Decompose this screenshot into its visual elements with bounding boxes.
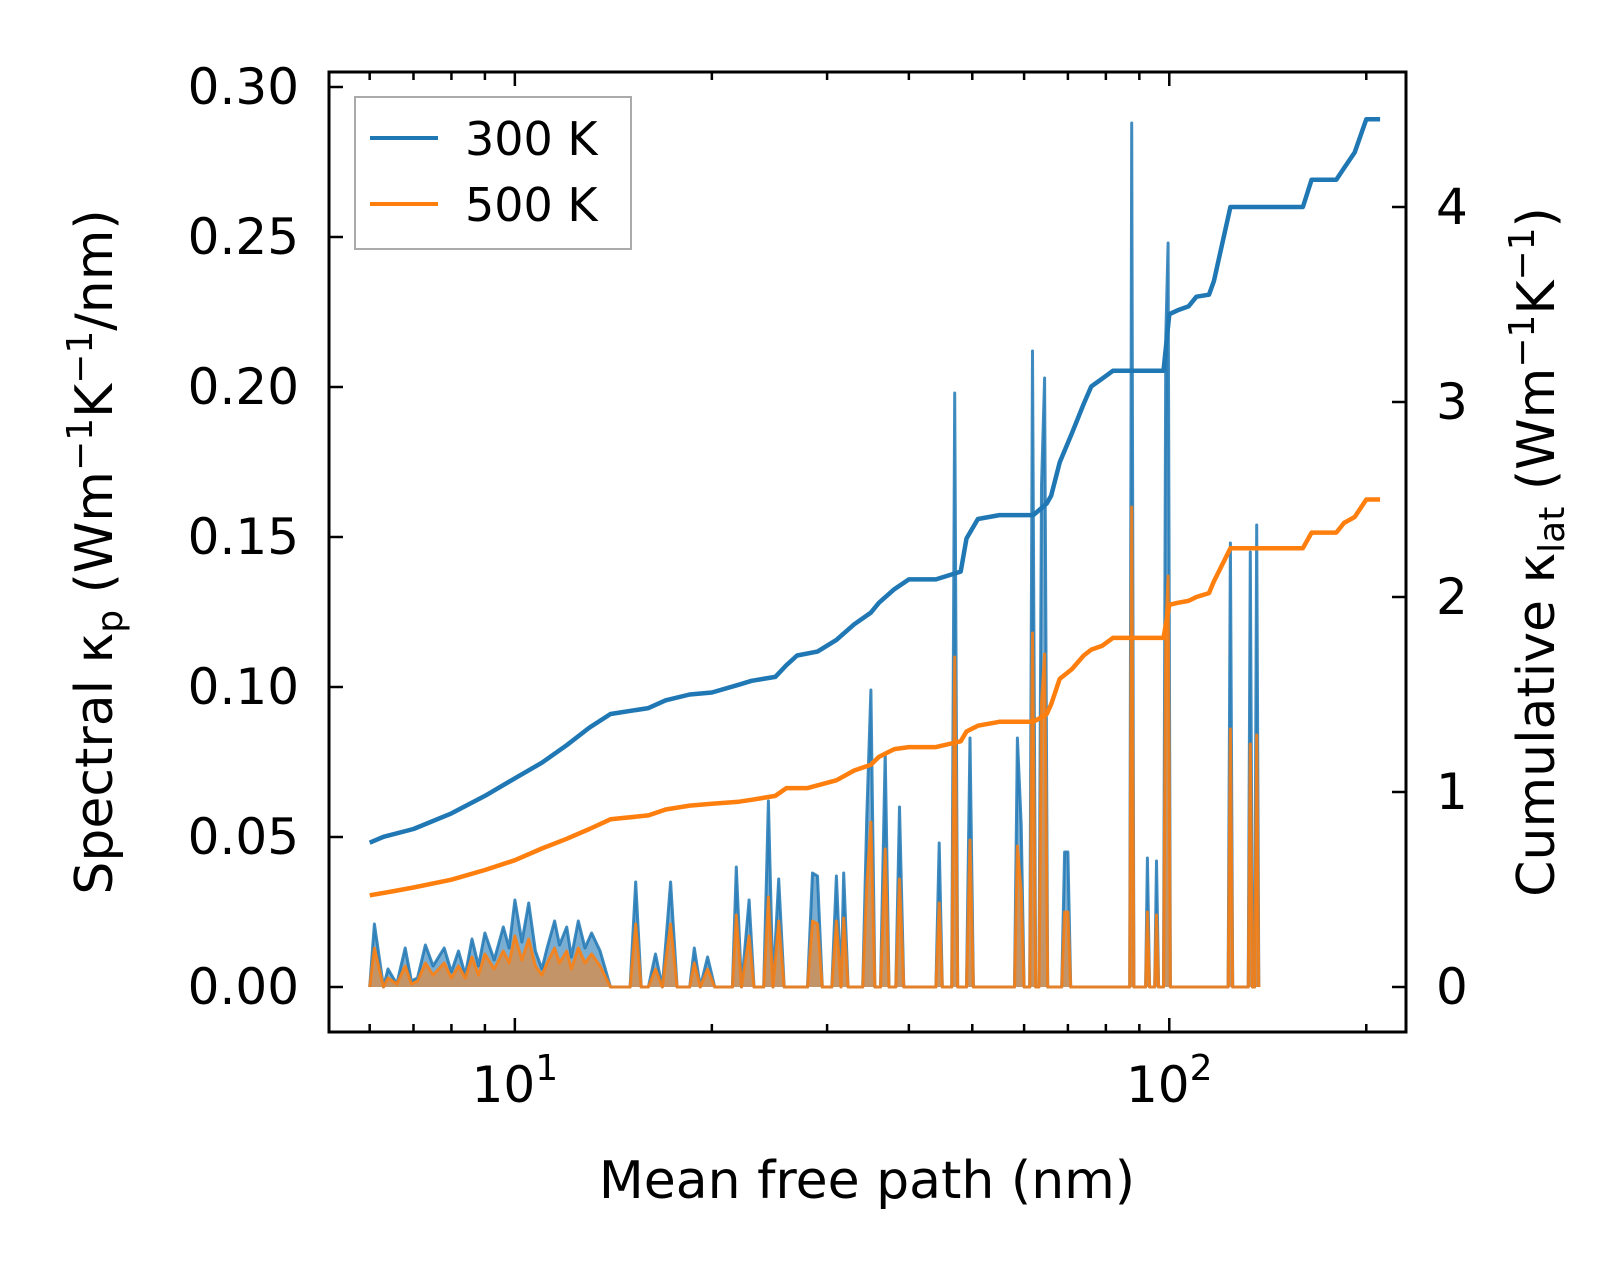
y-left-tick-label: 0.30 <box>188 58 299 116</box>
y-right-tick-label: 3 <box>1436 373 1468 431</box>
cumulative-lines <box>368 116 1381 898</box>
legend-label-300k: 300 K <box>465 112 599 166</box>
y-left-tick-label: 0.00 <box>188 958 299 1016</box>
plot-frame <box>327 70 1408 1034</box>
y-left-tick-label: 0.20 <box>188 358 299 416</box>
y-right-tick-label: 1 <box>1436 763 1468 821</box>
y-left-tick-label: 0.15 <box>188 508 299 566</box>
y-axis-right-title: Cumulative κlat (Wm−1K−1) <box>1502 207 1573 897</box>
legend: 300 K 500 K <box>354 96 632 250</box>
y-left-tick-label: 0.05 <box>188 808 299 866</box>
cumulative-line-500k <box>369 497 1381 898</box>
y-left-tick-label: 0.10 <box>188 658 299 716</box>
cumulative-line-300k <box>368 116 1381 845</box>
y-right-tick-label: 4 <box>1436 178 1468 236</box>
y-left-tick-label: 0.25 <box>188 208 299 266</box>
y-axis-right: 0 1 2 3 4 <box>1392 178 1468 1016</box>
spectral-fills <box>368 121 1261 989</box>
x-tick-label: 101 <box>472 1048 559 1114</box>
y-axis-left-title: Spectral κp (Wm−1K−1/nm) <box>60 209 131 894</box>
spectral-outline-500k <box>368 505 1261 989</box>
y-right-tick-label: 0 <box>1436 958 1468 1016</box>
legend-label-500k: 500 K <box>465 178 599 232</box>
x-axis: 101 102 <box>368 72 1368 1114</box>
y-axis-left: 0.00 0.05 0.10 0.15 0.20 0.25 0.30 <box>188 58 343 1016</box>
x-tick-label: 102 <box>1126 1048 1213 1114</box>
legend-box <box>354 96 632 250</box>
y-right-tick-label: 2 <box>1436 568 1468 626</box>
x-axis-title: Mean free path (nm) <box>599 1151 1135 1211</box>
